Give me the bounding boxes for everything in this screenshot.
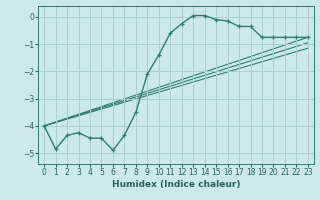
X-axis label: Humidex (Indice chaleur): Humidex (Indice chaleur) <box>112 180 240 189</box>
